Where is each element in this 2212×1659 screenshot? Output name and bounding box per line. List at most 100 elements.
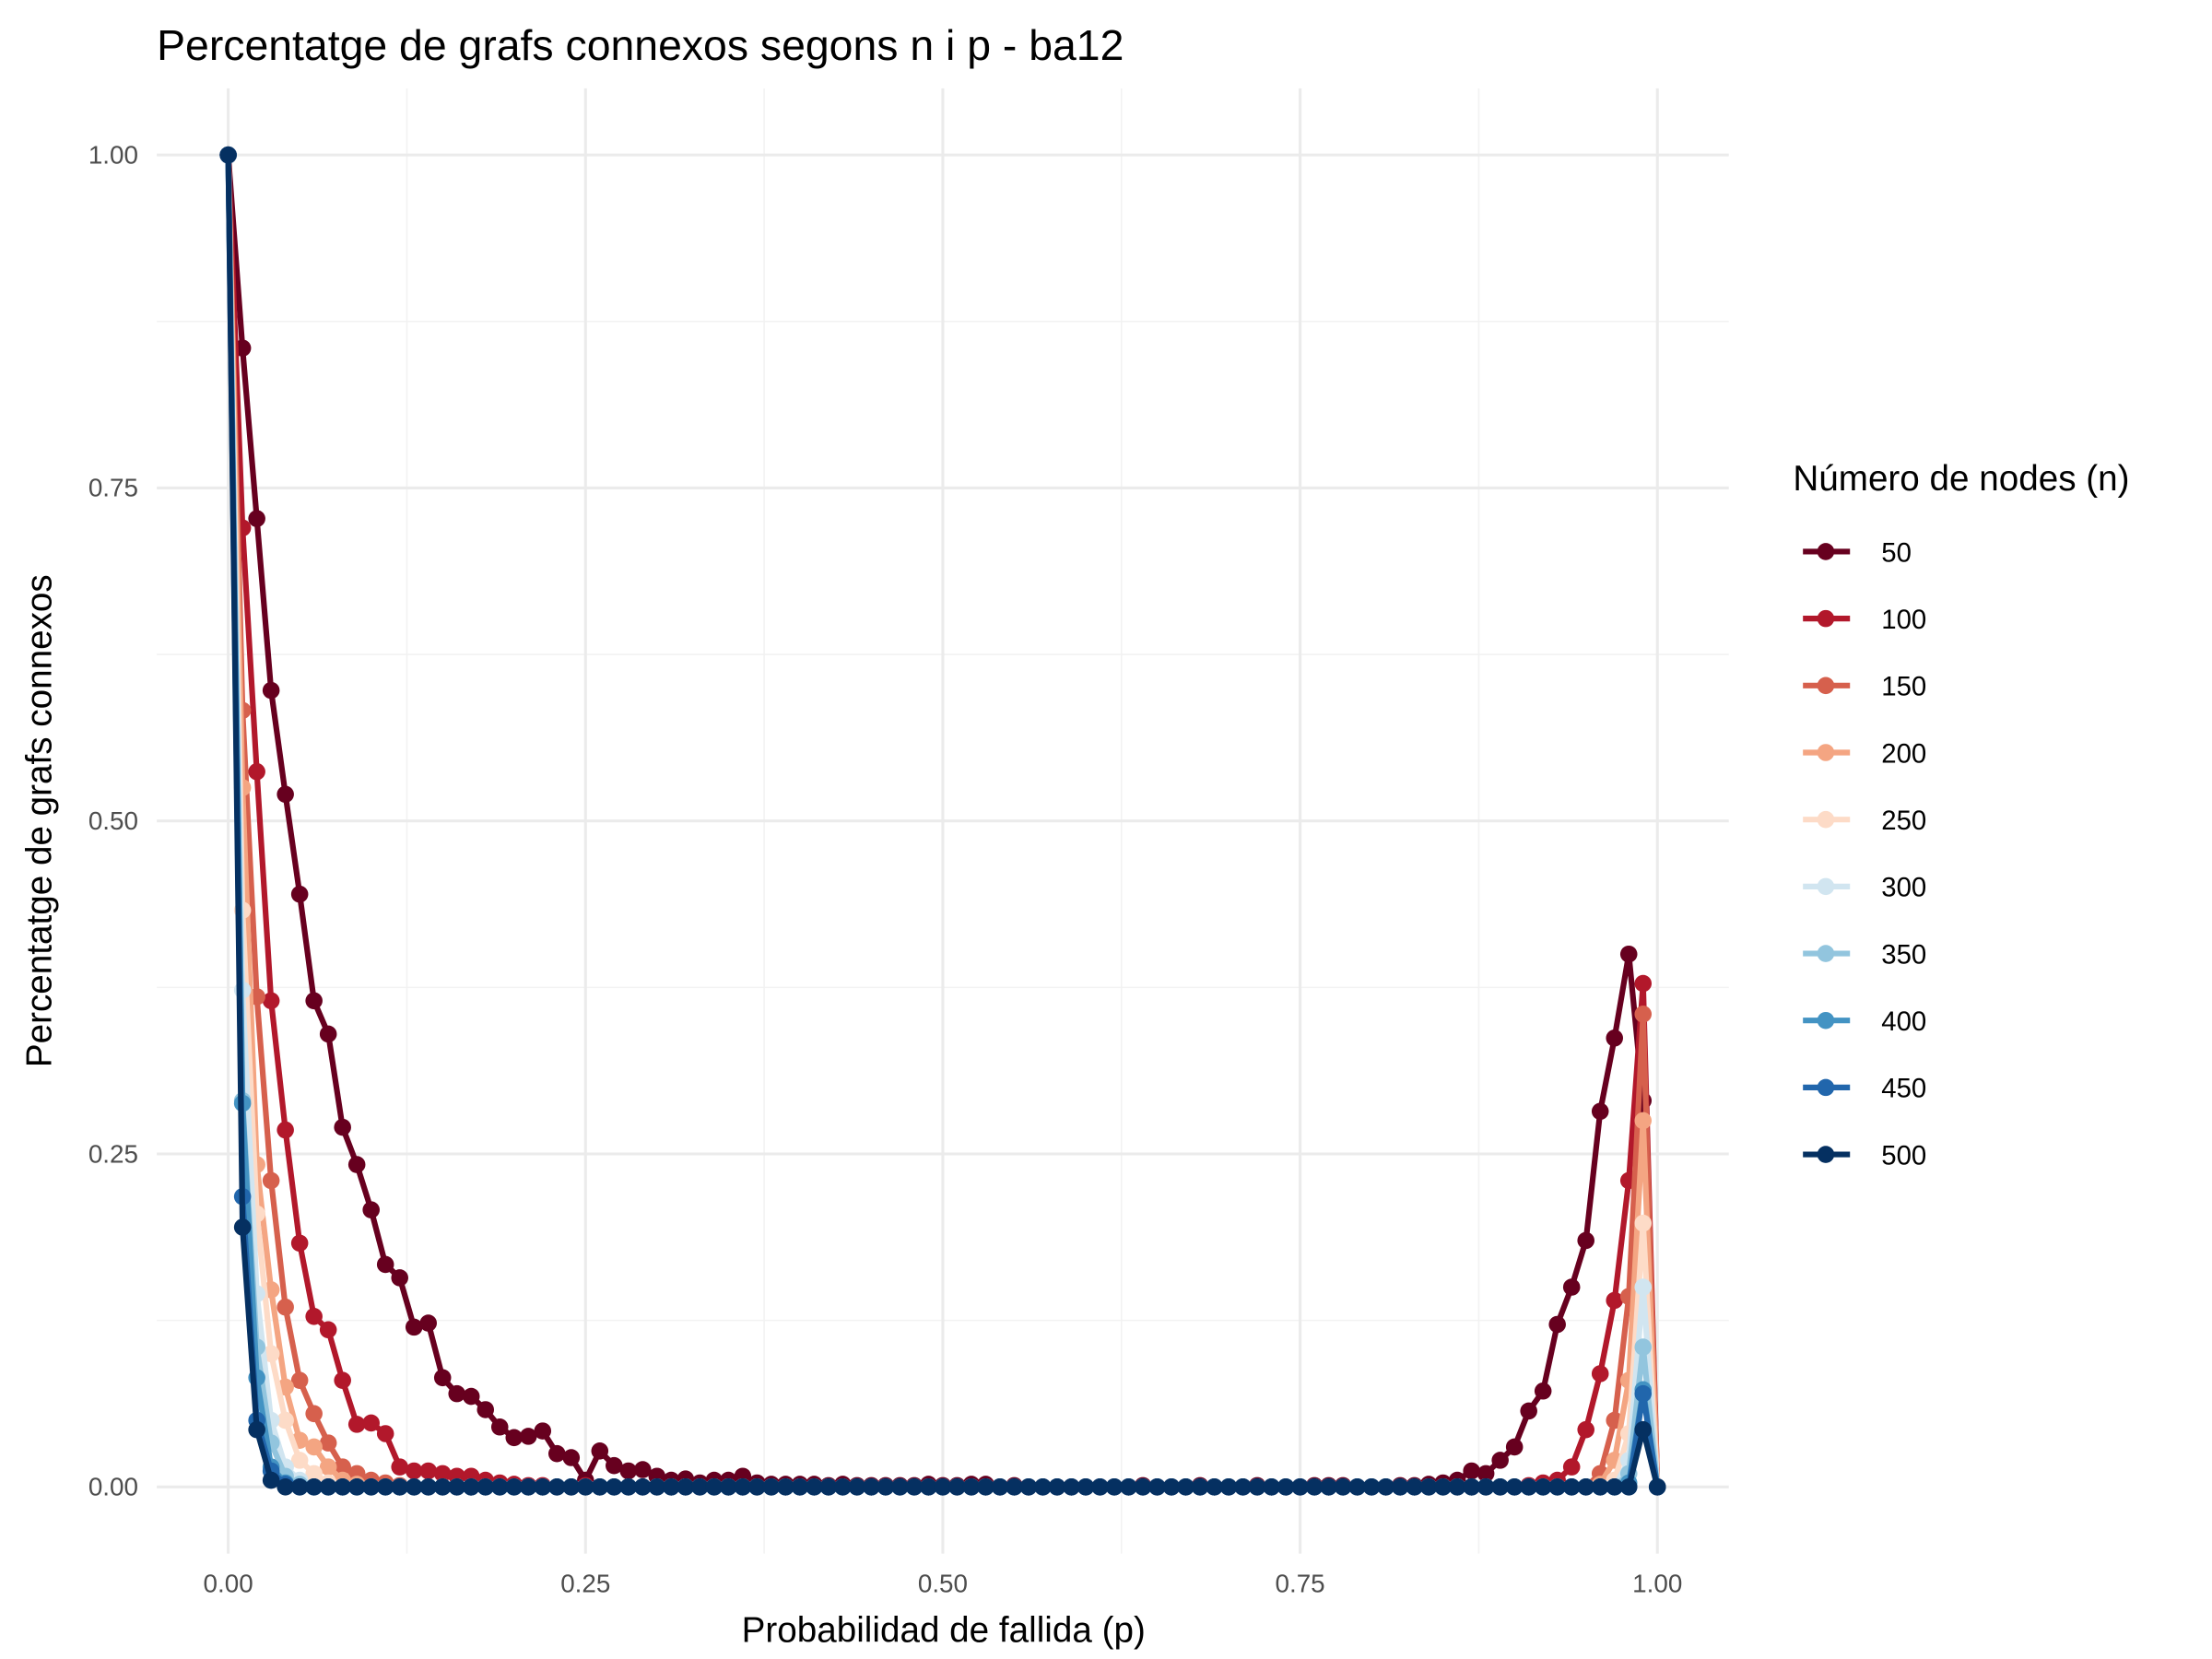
data-point [1448, 1478, 1466, 1496]
data-point [1634, 1005, 1653, 1023]
data-point [877, 1478, 895, 1496]
data-point [547, 1478, 566, 1496]
data-point [1419, 1478, 1438, 1496]
data-point [347, 1416, 366, 1433]
data-point [1434, 1478, 1452, 1496]
data-point [1577, 1231, 1594, 1250]
data-point [920, 1478, 937, 1496]
chart-title: Percentatge de grafs connexos segons n i… [157, 21, 1124, 69]
data-point [762, 1478, 781, 1496]
data-point [419, 1462, 437, 1480]
legend-marker [1817, 609, 1835, 628]
legend-marker [1817, 677, 1835, 695]
data-point [1463, 1478, 1480, 1496]
y-axis-title: Percentatge de grafs connexos [20, 574, 60, 1067]
data-point [462, 1478, 480, 1496]
data-point [891, 1478, 909, 1496]
data-point [1334, 1478, 1352, 1496]
data-point [1591, 1365, 1609, 1382]
legend-marker [1817, 543, 1835, 560]
data-point [1463, 1462, 1480, 1480]
data-point [276, 1298, 294, 1316]
data-point [1105, 1478, 1124, 1496]
data-point [1034, 1478, 1052, 1496]
data-point [1006, 1478, 1023, 1496]
legend-label: 100 [1881, 605, 1926, 635]
data-point [562, 1449, 581, 1466]
data-point [1477, 1478, 1495, 1496]
y-tick-label: 0.50 [88, 806, 138, 835]
data-point [490, 1418, 509, 1436]
data-point [619, 1462, 638, 1480]
data-point [1505, 1438, 1524, 1456]
data-point [1606, 1478, 1624, 1496]
y-tick-label: 0.25 [88, 1139, 138, 1168]
data-point [534, 1478, 552, 1496]
data-point [1606, 1030, 1624, 1047]
data-point [376, 1478, 394, 1496]
data-point [1320, 1478, 1337, 1496]
data-point [433, 1369, 452, 1387]
legend-label: 350 [1881, 939, 1926, 970]
data-point [606, 1456, 623, 1475]
data-point [1348, 1478, 1366, 1496]
data-point [262, 1471, 280, 1489]
data-point [391, 1458, 408, 1476]
data-point [691, 1478, 709, 1496]
data-point [1591, 1478, 1609, 1496]
data-point [1619, 945, 1638, 963]
data-point [1219, 1478, 1238, 1496]
y-tick-label: 1.00 [88, 140, 138, 169]
data-point [448, 1384, 466, 1403]
data-point [1191, 1478, 1209, 1496]
data-point [1634, 1112, 1653, 1130]
x-axis-title: Probabilidad de fallida (p) [742, 1610, 1146, 1650]
data-point [705, 1478, 724, 1496]
data-point [1120, 1478, 1137, 1496]
data-point [606, 1478, 623, 1496]
data-point [290, 1371, 309, 1389]
data-point [1548, 1315, 1566, 1334]
legend-label: 50 [1881, 537, 1912, 568]
x-tick-label: 0.25 [560, 1569, 610, 1597]
data-point [1634, 1214, 1653, 1232]
data-point [248, 762, 265, 781]
legend-title: Número de nodes (n) [1793, 459, 2129, 499]
data-point [334, 1371, 351, 1389]
data-point [219, 146, 237, 164]
data-point [806, 1478, 823, 1496]
x-tick-label: 0.75 [1276, 1569, 1325, 1597]
data-point [262, 681, 280, 700]
data-point [1148, 1478, 1166, 1496]
data-point [1391, 1478, 1409, 1496]
data-point [1562, 1278, 1581, 1296]
data-point [1248, 1478, 1266, 1496]
data-point [1091, 1478, 1109, 1496]
data-point [362, 1414, 380, 1432]
data-point [1177, 1478, 1194, 1496]
data-point [720, 1478, 737, 1496]
data-point [505, 1478, 524, 1496]
data-point [290, 1452, 309, 1469]
data-point [319, 1434, 337, 1452]
legend-marker [1817, 877, 1835, 896]
data-point [376, 1425, 394, 1442]
data-point [619, 1478, 638, 1496]
data-point [1548, 1478, 1566, 1496]
data-point [1377, 1478, 1394, 1496]
data-point [334, 1478, 351, 1496]
data-point [577, 1478, 594, 1496]
y-tick-label: 0.75 [88, 474, 138, 502]
data-point [1162, 1478, 1181, 1496]
data-point [334, 1118, 351, 1136]
data-point [1263, 1478, 1280, 1496]
data-point [248, 1420, 265, 1439]
data-point [405, 1462, 423, 1480]
data-point [276, 1411, 294, 1430]
data-point [663, 1478, 680, 1496]
legend-marker [1817, 744, 1835, 761]
data-point [1648, 1478, 1666, 1496]
x-tick-label: 0.50 [918, 1569, 968, 1597]
